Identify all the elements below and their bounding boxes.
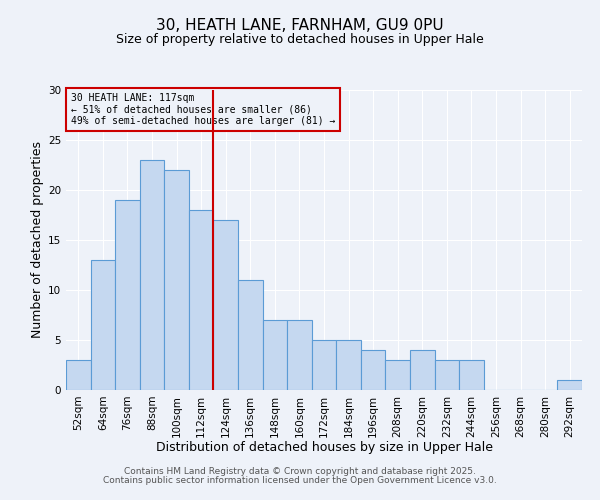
Text: Contains HM Land Registry data © Crown copyright and database right 2025.: Contains HM Land Registry data © Crown c…: [124, 467, 476, 476]
Bar: [312, 340, 336, 390]
Bar: [263, 320, 287, 390]
X-axis label: Distribution of detached houses by size in Upper Hale: Distribution of detached houses by size …: [155, 441, 493, 454]
Bar: [287, 320, 312, 390]
Bar: [459, 360, 484, 390]
Bar: [434, 360, 459, 390]
Text: Contains public sector information licensed under the Open Government Licence v3: Contains public sector information licen…: [103, 476, 497, 485]
Bar: [410, 350, 434, 390]
Bar: [164, 170, 189, 390]
Bar: [189, 210, 214, 390]
Bar: [91, 260, 115, 390]
Bar: [66, 360, 91, 390]
Bar: [238, 280, 263, 390]
Text: 30, HEATH LANE, FARNHAM, GU9 0PU: 30, HEATH LANE, FARNHAM, GU9 0PU: [156, 18, 444, 32]
Text: 30 HEATH LANE: 117sqm
← 51% of detached houses are smaller (86)
49% of semi-deta: 30 HEATH LANE: 117sqm ← 51% of detached …: [71, 93, 335, 126]
Bar: [140, 160, 164, 390]
Bar: [361, 350, 385, 390]
Bar: [214, 220, 238, 390]
Bar: [385, 360, 410, 390]
Bar: [557, 380, 582, 390]
Text: Size of property relative to detached houses in Upper Hale: Size of property relative to detached ho…: [116, 32, 484, 46]
Bar: [336, 340, 361, 390]
Bar: [115, 200, 140, 390]
Y-axis label: Number of detached properties: Number of detached properties: [31, 142, 44, 338]
